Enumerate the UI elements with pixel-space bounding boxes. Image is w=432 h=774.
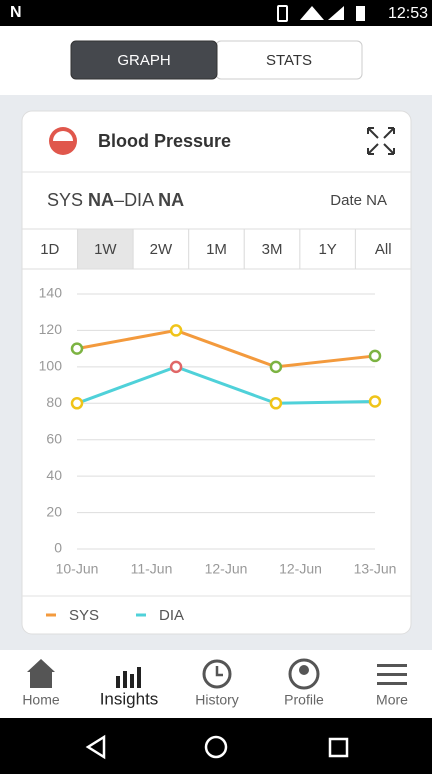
reading: SYS NA–DIA NA — [47, 190, 184, 210]
nav-label[interactable]: Home — [22, 692, 60, 708]
data-point — [70, 342, 84, 355]
range-button[interactable] — [21, 228, 79, 270]
chart: 0 20 40 60 80 100 120 140 10-Jun 11-Jun 12-Jun 12-J… — [39, 285, 397, 577]
data-point — [70, 397, 84, 410]
nav-label[interactable]: History — [195, 692, 239, 708]
data-point — [368, 395, 382, 408]
series-line — [76, 365, 376, 405]
expand-icon[interactable] — [367, 127, 395, 155]
x-tick-label: 12-Jun — [205, 561, 248, 577]
tab-label: STATS — [266, 52, 312, 69]
range-label: 1W — [94, 241, 117, 258]
x-tick-label: 10-Jun — [56, 561, 99, 577]
wifi-icon — [300, 6, 324, 20]
y-tick-label: 0 — [54, 540, 62, 556]
nav-labels: Home Insights History Profile More — [22, 689, 408, 708]
back-button[interactable] — [85, 734, 106, 760]
legend: SYS DIA — [46, 607, 184, 624]
data-point — [269, 360, 283, 374]
y-tick-label: 140 — [39, 285, 63, 301]
notification-icon: N — [10, 4, 22, 21]
range-label: 2W — [150, 241, 173, 258]
card-title: Blood Pressure — [98, 131, 231, 151]
y-tick-label: 120 — [39, 321, 63, 337]
home-icon — [27, 659, 55, 688]
clock: 12:53 — [388, 5, 428, 22]
tab-label: GRAPH — [117, 52, 170, 69]
range-label: 1M — [206, 241, 227, 258]
battery-icon — [356, 6, 365, 21]
y-tick-label: 100 — [39, 358, 63, 374]
y-tick-label: 20 — [46, 503, 62, 519]
nav-label[interactable]: Profile — [284, 692, 324, 708]
reading-date: Date NA — [330, 192, 387, 209]
signal-icon — [328, 6, 344, 20]
x-tick-label: 13-Jun — [354, 561, 397, 577]
range-button[interactable] — [77, 228, 134, 270]
y-tick-label: 60 — [46, 430, 62, 446]
data-point — [169, 324, 183, 337]
range-button[interactable] — [354, 228, 412, 270]
data-point — [169, 360, 183, 374]
range-label: All — [375, 241, 392, 258]
system-nav — [0, 718, 432, 774]
range-label: 3M — [262, 241, 283, 258]
recents-button[interactable] — [328, 737, 349, 758]
gauge-face — [53, 131, 73, 141]
nav-label[interactable]: Insights — [100, 689, 159, 708]
range-label: 1D — [40, 241, 59, 258]
vibrate-icon — [277, 5, 288, 22]
range-button[interactable] — [132, 228, 190, 270]
nav-icons — [27, 658, 407, 690]
range-button[interactable] — [188, 228, 245, 270]
series-line — [76, 328, 376, 369]
range-label: 1Y — [318, 241, 336, 258]
more-icon — [377, 664, 407, 685]
status-bar — [0, 0, 432, 26]
nav-label[interactable]: More — [376, 692, 408, 708]
data-point — [368, 349, 382, 363]
legend-label: DIA — [159, 607, 184, 624]
x-tick-label: 12-Jun — [279, 561, 322, 577]
range-bar: 1D 1W 2W 1M 3M 1Y All — [21, 228, 412, 270]
x-tick-label: 11-Jun — [131, 561, 173, 577]
profile-icon — [288, 658, 320, 690]
legend-label: SYS — [69, 607, 99, 624]
range-button[interactable] — [243, 228, 301, 270]
data-point — [269, 397, 283, 410]
y-tick-label: 40 — [46, 467, 62, 483]
y-tick-label: 80 — [46, 394, 62, 410]
home-button[interactable] — [204, 735, 228, 759]
tab-graph[interactable] — [70, 40, 218, 80]
history-icon — [202, 659, 232, 689]
